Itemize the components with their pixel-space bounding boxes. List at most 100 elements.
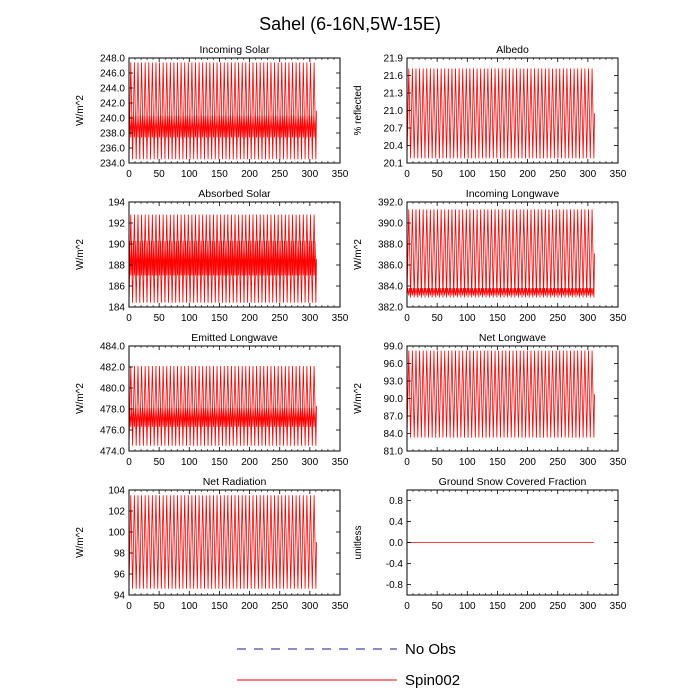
y-tick-label: 246.0 [100, 69, 125, 80]
x-tick-label: 150 [489, 601, 506, 612]
series-spin002-incoming-solar [128, 62, 317, 160]
y-tick-label: 100 [108, 528, 125, 539]
panel-title-net-radiation: Net Radiation [203, 476, 267, 488]
x-tick-label: 250 [271, 457, 288, 468]
series-spin002-net-longwave [406, 350, 595, 438]
y-tick-label: 0.0 [389, 538, 403, 549]
y-tick-label: 386.0 [378, 261, 403, 272]
series-band-spin002-emitted-longwave [128, 407, 317, 427]
x-tick-label: 50 [154, 457, 166, 468]
x-tick-label: 300 [580, 457, 597, 468]
plot-frame-incoming-longwave [406, 201, 619, 308]
x-tick-label: 150 [489, 169, 506, 180]
x-tick-label: 300 [302, 457, 319, 468]
panel-ground-snow-covered-fraction: 0 50 100 150 200 250 300 350 -0.8 -0.4 0.0 0.4 0.8 Gr… [353, 476, 627, 612]
panel-title-incoming-longwave: Incoming Longwave [466, 188, 560, 200]
series-spin002-net-radiation [128, 495, 317, 589]
y-tick-label: 0.4 [389, 517, 403, 528]
y-tick-label: 21.3 [384, 89, 404, 100]
x-tick-label: 250 [549, 457, 566, 468]
y-tick-label: 248.0 [100, 54, 125, 65]
x-tick-label: 250 [549, 313, 566, 324]
x-tick-label: 0 [126, 169, 132, 180]
x-tick-label: 150 [211, 601, 228, 612]
x-tick-label: 200 [241, 169, 258, 180]
y-tick-label: 94 [114, 591, 126, 602]
y-tick-label: 84.0 [384, 429, 404, 440]
y-tick-label: 192 [108, 219, 125, 230]
legend: No Obs Spin002 [237, 641, 460, 689]
y-tick-label: 0.8 [389, 496, 403, 507]
panel-incoming-longwave: 0 50 100 150 200 250 300 350 382.0 384.0 386.0 388.… [353, 188, 627, 324]
x-tick-label: 200 [241, 457, 258, 468]
x-tick-label: 300 [302, 313, 319, 324]
series-spin002-emitted-longwave [128, 365, 317, 446]
x-tick-label: 0 [404, 169, 410, 180]
y-tick-label: 96 [114, 570, 126, 581]
y-tick-label: 474.0 [100, 447, 125, 458]
x-tick-label: 150 [489, 457, 506, 468]
y-axis-label-net-longwave: W/m^2 [353, 383, 364, 414]
x-tick-label: 100 [181, 169, 198, 180]
y-tick-label: 236.0 [100, 144, 125, 155]
x-tick-label: 300 [580, 601, 597, 612]
x-tick-label: 200 [519, 313, 536, 324]
plot-frame-incoming-solar [128, 57, 341, 164]
x-tick-label: 50 [154, 169, 166, 180]
y-axis-label-absorbed-solar: W/m^2 [75, 239, 86, 270]
x-tick-label: 50 [432, 457, 444, 468]
y-tick-label: 480.0 [100, 384, 125, 395]
y-tick-label: 478.0 [100, 405, 125, 416]
y-tick-label: 194 [108, 198, 125, 209]
x-tick-label: 150 [211, 169, 228, 180]
y-tick-label: 476.0 [100, 426, 125, 437]
plot-frame-absorbed-solar [128, 201, 341, 308]
legend-label-no-obs: No Obs [405, 641, 456, 658]
plot-frame-emitted-longwave [128, 345, 341, 452]
series-band-spin002-incoming-solar [128, 115, 317, 138]
y-tick-label: 20.7 [384, 124, 404, 135]
panel-title-albedo: Albedo [496, 44, 529, 56]
y-tick-label: 188 [108, 261, 125, 272]
x-tick-label: 200 [519, 601, 536, 612]
panel-emitted-longwave: 0 50 100 150 200 250 300 350 474.0 476.0 478.0 480.… [75, 332, 349, 468]
y-tick-label: 482.0 [100, 363, 125, 374]
x-tick-label: 350 [332, 169, 349, 180]
panel-title-ground-snow-covered-fraction: Ground Snow Covered Fraction [439, 476, 587, 488]
x-tick-label: 100 [459, 169, 476, 180]
x-tick-label: 350 [332, 601, 349, 612]
y-axis-label-albedo: % reflected [353, 85, 364, 135]
x-tick-label: 200 [519, 457, 536, 468]
y-tick-label: 390.0 [378, 219, 403, 230]
x-tick-label: 0 [404, 457, 410, 468]
panel-title-absorbed-solar: Absorbed Solar [198, 188, 271, 200]
x-tick-label: 200 [241, 313, 258, 324]
y-tick-label: 81.0 [384, 447, 404, 458]
x-tick-label: 250 [549, 601, 566, 612]
x-tick-label: 250 [271, 313, 288, 324]
x-tick-label: 0 [404, 313, 410, 324]
x-tick-label: 50 [154, 601, 166, 612]
y-tick-label: 384.0 [378, 282, 403, 293]
x-tick-label: 300 [302, 601, 319, 612]
x-tick-label: 50 [432, 601, 444, 612]
x-tick-label: 350 [610, 169, 627, 180]
figure-title: Sahel (6-16N,5W-15E) [259, 14, 441, 34]
x-tick-label: 100 [459, 601, 476, 612]
y-axis-label-incoming-solar: W/m^2 [75, 95, 86, 126]
series-spin002-albedo [406, 68, 595, 159]
y-tick-label: 186 [108, 282, 125, 293]
x-tick-label: 300 [580, 313, 597, 324]
x-tick-label: 300 [302, 169, 319, 180]
x-tick-label: 350 [332, 313, 349, 324]
panel-title-emitted-longwave: Emitted Longwave [191, 332, 278, 344]
series-band-spin002-incoming-longwave [406, 288, 595, 296]
legend-label-spin002: Spin002 [405, 672, 460, 689]
x-tick-label: 300 [580, 169, 597, 180]
x-tick-label: 250 [271, 169, 288, 180]
x-tick-label: 350 [332, 457, 349, 468]
x-tick-label: 50 [432, 169, 444, 180]
y-tick-label: 90.0 [384, 394, 404, 405]
y-tick-label: 104 [108, 486, 125, 497]
